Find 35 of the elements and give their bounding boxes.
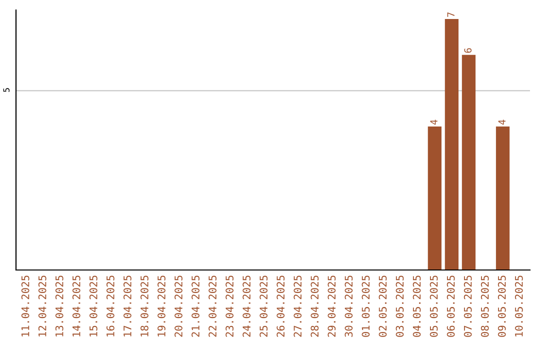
x-tick-label: 27.04.2025 (294, 276, 302, 337)
x-tick-label: 02.05.2025 (378, 276, 387, 337)
x-tick-label: 26.04.2025 (276, 276, 285, 337)
x-tick-label: 22.04.2025 (208, 276, 216, 337)
x-tick-label: 01.05.2025 (362, 276, 370, 337)
x-tick-label: 23.04.2025 (226, 276, 234, 337)
x-tick-label: 16.04.2025 (106, 276, 114, 336)
x-tick-label: 12.04.2025 (38, 276, 46, 336)
x-tick-label: 04.05.2025 (412, 276, 421, 337)
x-tick-label: 18.04.2025 (140, 276, 148, 336)
x-tick-label: 28.04.2025 (310, 276, 319, 337)
data-label: 7 (447, 12, 454, 17)
x-tick-label: 21.04.2025 (192, 276, 200, 337)
x-tick-label: 24.04.2025 (242, 276, 251, 337)
x-tick-label: 14.04.2025 (72, 276, 80, 336)
x-tick-label: 30.04.2025 (344, 276, 353, 337)
x-tick-label: 13.04.2025 (55, 276, 64, 336)
x-tick-label: 07.05.2025 (464, 276, 472, 337)
x-tick-label: 03.05.2025 (396, 276, 404, 337)
y-tick-label: 5 (3, 88, 10, 92)
x-tick-label: 11.04.2025 (21, 276, 30, 336)
x-tick-label: 29.04.2025 (328, 276, 336, 337)
x-tick-label: 25.04.2025 (260, 276, 268, 337)
x-tick-label: 08.05.2025 (480, 276, 489, 337)
x-tick-label: 19.04.2025 (158, 276, 166, 336)
x-tick-label: 20.04.2025 (174, 276, 182, 337)
data-label: 4 (498, 120, 506, 125)
x-tick-label: 17.04.2025 (124, 276, 132, 336)
x-tick-label: 09.05.2025 (498, 276, 506, 337)
x-tick-label: 15.04.2025 (89, 276, 98, 336)
data-label: 6 (464, 48, 472, 53)
x-tick-label: 10.05.2025 (514, 276, 523, 336)
x-tick-label: 05.05.2025 (430, 276, 438, 337)
data-label: 4 (430, 120, 438, 125)
x-tick-label: 06.05.2025 (446, 276, 455, 337)
